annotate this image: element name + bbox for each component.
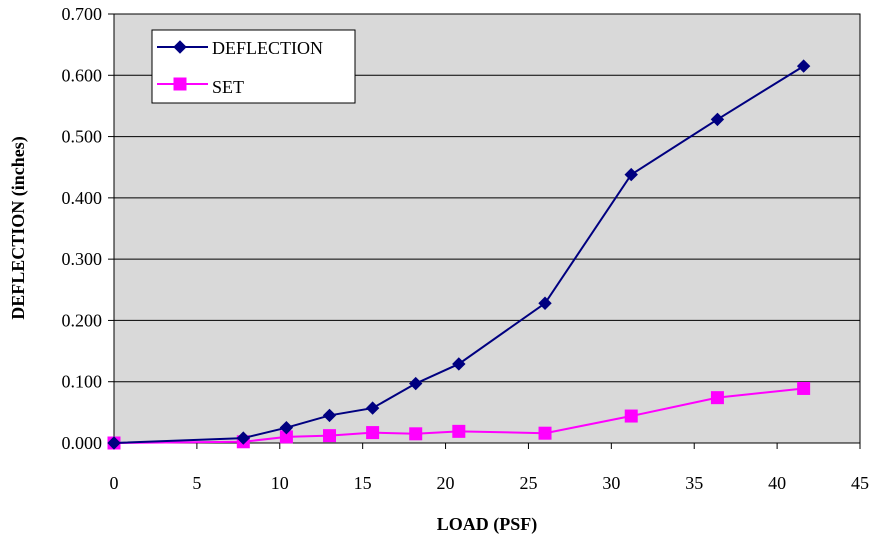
y-axis-title: DEFLECTION (inches)	[8, 136, 29, 320]
data-point	[452, 357, 466, 371]
data-point	[710, 112, 725, 127]
data-point	[279, 420, 294, 435]
y-tick-label: 0.700	[62, 4, 103, 24]
x-tick-label: 35	[685, 473, 703, 493]
y-tick-label: 0.100	[62, 372, 103, 392]
y-tick-label: 0.300	[62, 249, 103, 269]
y-tick-label: 0.200	[62, 310, 103, 330]
legend-entry: SET	[157, 77, 244, 97]
x-tick-label: 0	[110, 473, 119, 493]
gridlines	[114, 74, 860, 383]
x-tick-label: 25	[519, 473, 537, 493]
plot-area-border	[113, 13, 861, 444]
data-point	[409, 376, 423, 391]
data-point	[710, 391, 724, 405]
legend-items: DEFLECTION SET	[157, 38, 323, 97]
y-tick-label: 0.000	[62, 433, 103, 453]
data-point	[366, 426, 380, 440]
data-point	[107, 436, 121, 450]
data-point	[624, 409, 638, 423]
y-tick-label: 0.400	[62, 188, 103, 208]
x-tick-label: 30	[602, 473, 620, 493]
y-axis-ticks: 0.000 0.100 0.200 0.300 0.400 0.500 0.600 0.700	[62, 4, 114, 453]
legend-marker	[173, 77, 187, 91]
data-point	[796, 59, 811, 73]
x-axis-title: LOAD (PSF)	[437, 514, 538, 535]
series-layer	[107, 59, 811, 450]
data-point	[323, 429, 337, 443]
y-tick-label: 0.500	[62, 127, 103, 147]
data-point	[365, 401, 380, 415]
legend-label: SET	[212, 77, 244, 97]
data-point	[538, 426, 552, 440]
legend-entry: DEFLECTION	[157, 38, 323, 58]
data-point	[322, 408, 337, 423]
x-tick-label: 10	[271, 473, 289, 493]
x-tick-label: 20	[437, 473, 455, 493]
x-tick-label: 15	[354, 473, 372, 493]
x-tick-label: 40	[768, 473, 786, 493]
data-point	[236, 431, 251, 445]
legend-box	[151, 29, 356, 104]
legend: DEFLECTION SET	[151, 29, 356, 104]
data-point	[452, 424, 466, 438]
data-point	[538, 296, 552, 310]
series-deflection	[107, 59, 811, 450]
x-tick-label: 45	[851, 473, 869, 493]
x-axis-ticks: 0 5 10 15 20 25 30 35 40 45	[110, 443, 869, 493]
x-tick-label: 5	[192, 473, 201, 493]
data-point	[409, 427, 423, 441]
legend-marker	[173, 40, 187, 54]
legend-label: DEFLECTION	[212, 38, 323, 58]
data-point	[797, 381, 811, 395]
data-point	[624, 167, 638, 182]
y-tick-label: 0.600	[62, 65, 103, 85]
